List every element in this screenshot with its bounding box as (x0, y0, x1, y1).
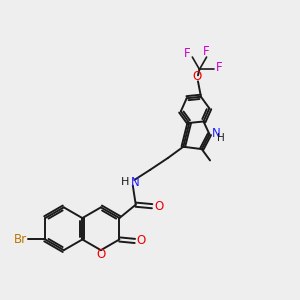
Text: O: O (97, 248, 106, 261)
Text: F: F (216, 61, 223, 74)
Text: H: H (217, 133, 225, 143)
Text: O: O (137, 235, 146, 248)
Text: N: N (212, 127, 220, 140)
Text: O: O (154, 200, 163, 213)
Text: F: F (184, 47, 190, 60)
Text: H: H (121, 177, 130, 188)
Text: O: O (193, 70, 202, 83)
Text: Br: Br (14, 233, 27, 246)
Text: N: N (131, 176, 140, 189)
Text: F: F (203, 45, 210, 58)
